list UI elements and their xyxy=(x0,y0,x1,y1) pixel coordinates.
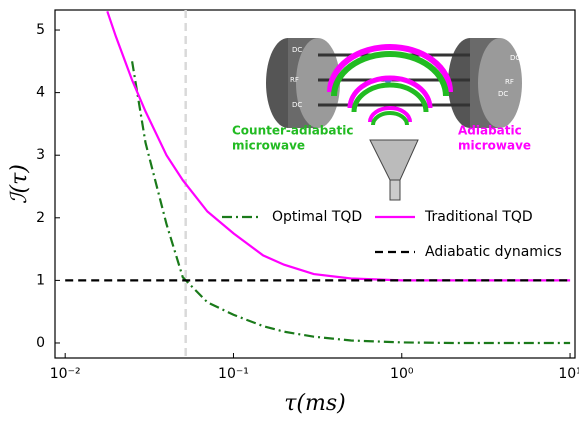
inset-label: microwave xyxy=(232,139,305,153)
inset-label: microwave xyxy=(458,139,531,153)
y-tick-label: 3 xyxy=(36,147,45,163)
x-tick-label: 10⁻¹ xyxy=(218,366,249,382)
y-tick-label: 2 xyxy=(36,210,45,226)
inset-label: RF xyxy=(290,76,299,84)
y-tick-label: 4 xyxy=(36,85,45,101)
y-tick-label: 1 xyxy=(36,272,45,288)
inset-label: DC xyxy=(292,46,302,54)
x-tick-label: 10⁰ xyxy=(390,366,414,382)
legend-label: Traditional TQD xyxy=(424,209,533,225)
y-tick-label: 5 xyxy=(36,22,45,38)
inset-label: Counter-adiabatic xyxy=(232,124,353,138)
y-tick-label: 0 xyxy=(36,335,45,351)
x-tick-label: 10⁻² xyxy=(50,366,81,382)
x-tick-label: 10¹ xyxy=(558,366,579,382)
inset-label: Adiabatic xyxy=(458,124,522,138)
inset-label: DC xyxy=(498,90,508,98)
x-axis-label: τ(ms) xyxy=(284,391,346,416)
inset-label: DC xyxy=(510,54,520,62)
chart: 0 1 2 3 4 5 10⁻² 10⁻¹ 10⁰ 10¹ τ(ms) ℐ(τ) Optimal TQD… xyxy=(0,0,579,418)
legend-label: Adiabatic dynamics xyxy=(425,244,562,260)
y-axis-label: ℐ(τ) xyxy=(7,164,32,204)
legend-label: Optimal TQD xyxy=(272,209,362,225)
inset-trap xyxy=(266,38,522,200)
inset-label: RF xyxy=(505,78,514,86)
inset-label: DC xyxy=(292,101,302,109)
